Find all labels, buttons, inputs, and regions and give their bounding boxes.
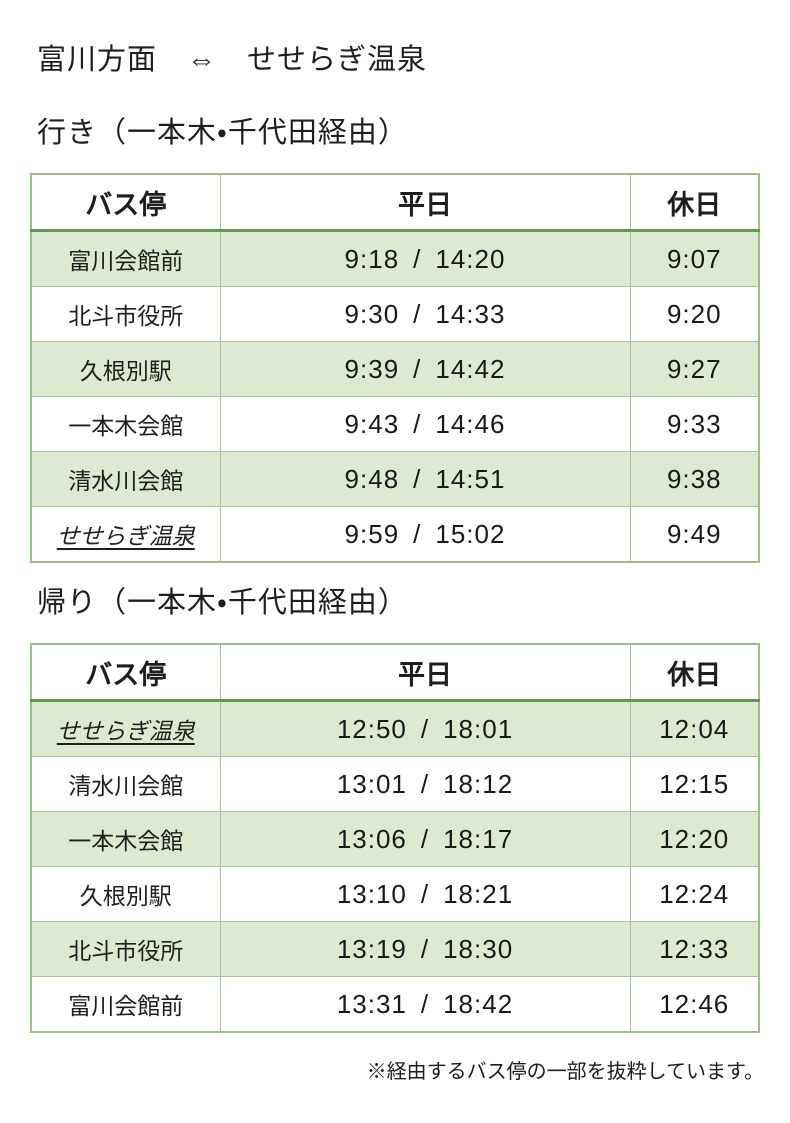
- weekday-times: 13:19 / 18:30: [219, 921, 631, 977]
- stop-name: 北斗市役所: [30, 921, 221, 977]
- holiday-time: 9:33: [629, 396, 760, 452]
- footnote: ※経由するバス停の一部を抜粋しています。: [366, 1061, 764, 1083]
- stop-name: 久根別駅: [30, 866, 221, 922]
- table-row: 北斗市役所 13:19 / 18:30 12:33: [30, 921, 760, 977]
- holiday-time: 12:24: [629, 866, 760, 922]
- holiday-time: 9:07: [629, 230, 760, 287]
- weekday-times: 13:10 / 18:21: [219, 866, 631, 922]
- holiday-time: 9:49: [629, 506, 760, 563]
- outbound-section: 行き（一本木・千代田経由） バス停 平日 休日 富川会館前 9:18 / 14:…: [0, 119, 790, 563]
- outbound-timetable: バス停 平日 休日 富川会館前 9:18 / 14:20 9:07 北斗市役所 …: [30, 173, 760, 563]
- return-timetable: バス停 平日 休日 せせらぎ温泉 12:50 / 18:01 12:04 清水川…: [30, 643, 760, 1033]
- stop-name: 清水川会館: [30, 756, 221, 812]
- table-row: 清水川会館 9:48 / 14:51 9:38: [30, 451, 760, 507]
- weekday-times: 9:30 / 14:33: [219, 286, 631, 342]
- holiday-time: 9:38: [629, 451, 760, 507]
- column-header-stop: バス停: [30, 643, 221, 702]
- weekday-times: 13:01 / 18:12: [219, 756, 631, 812]
- stop-name: 富川会館前: [30, 976, 221, 1033]
- table-row: 北斗市役所 9:30 / 14:33 9:20: [30, 286, 760, 342]
- weekday-times: 9:18 / 14:20: [219, 230, 631, 287]
- return-heading: 帰り（一本木・千代田経由）: [37, 587, 408, 619]
- outbound-header-row: バス停 平日 休日: [30, 173, 760, 232]
- stop-name: 北斗市役所: [30, 286, 221, 342]
- table-row: 久根別駅 9:39 / 14:42 9:27: [30, 341, 760, 397]
- holiday-time: 12:46: [629, 976, 760, 1033]
- weekday-times: 9:48 / 14:51: [219, 451, 631, 507]
- return-section: 帰り（一本木・千代田経由） バス停 平日 休日 せせらぎ温泉 12:50 / 1…: [0, 589, 790, 1033]
- column-header-holiday: 休日: [629, 643, 760, 702]
- table-row: 一本木会館 9:43 / 14:46 9:33: [30, 396, 760, 452]
- weekday-times: 9:39 / 14:42: [219, 341, 631, 397]
- column-header-weekday: 平日: [219, 173, 631, 232]
- holiday-time: 12:04: [629, 700, 760, 757]
- stop-name: 富川会館前: [30, 230, 221, 287]
- holiday-time: 9:20: [629, 286, 760, 342]
- table-row: 久根別駅 13:10 / 18:21 12:24: [30, 866, 760, 922]
- weekday-times: 9:59 / 15:02: [219, 506, 631, 563]
- column-header-weekday: 平日: [219, 643, 631, 702]
- table-row: 一本木会館 13:06 / 18:17 12:20: [30, 811, 760, 867]
- table-row: 富川会館前 13:31 / 18:42 12:46: [30, 976, 760, 1033]
- stop-name: 一本木会館: [30, 811, 221, 867]
- weekday-times: 13:31 / 18:42: [219, 976, 631, 1033]
- stop-name: 一本木会館: [30, 396, 221, 452]
- return-header-row: バス停 平日 休日: [30, 643, 760, 702]
- table-row: せせらぎ温泉 12:50 / 18:01 12:04: [30, 700, 760, 757]
- holiday-time: 12:33: [629, 921, 760, 977]
- outbound-heading: 行き（一本木・千代田経由）: [37, 117, 408, 149]
- stop-name: 清水川会館: [30, 451, 221, 507]
- weekday-times: 13:06 / 18:17: [219, 811, 631, 867]
- table-row: せせらぎ温泉 9:59 / 15:02 9:49: [30, 506, 760, 563]
- stop-name: 久根別駅: [30, 341, 221, 397]
- weekday-times: 12:50 / 18:01: [219, 700, 631, 757]
- table-row: 清水川会館 13:01 / 18:12 12:15: [30, 756, 760, 812]
- stop-name-origin: せせらぎ温泉: [30, 700, 221, 757]
- column-header-stop: バス停: [30, 173, 221, 232]
- holiday-time: 9:27: [629, 341, 760, 397]
- table-row: 富川会館前 9:18 / 14:20 9:07: [30, 230, 760, 287]
- weekday-times: 9:43 / 14:46: [219, 396, 631, 452]
- holiday-time: 12:15: [629, 756, 760, 812]
- page-title: 富川方面 ⇔ せせらぎ温泉: [37, 44, 428, 76]
- holiday-time: 12:20: [629, 811, 760, 867]
- column-header-holiday: 休日: [629, 173, 760, 232]
- stop-name-destination: せせらぎ温泉: [30, 506, 221, 563]
